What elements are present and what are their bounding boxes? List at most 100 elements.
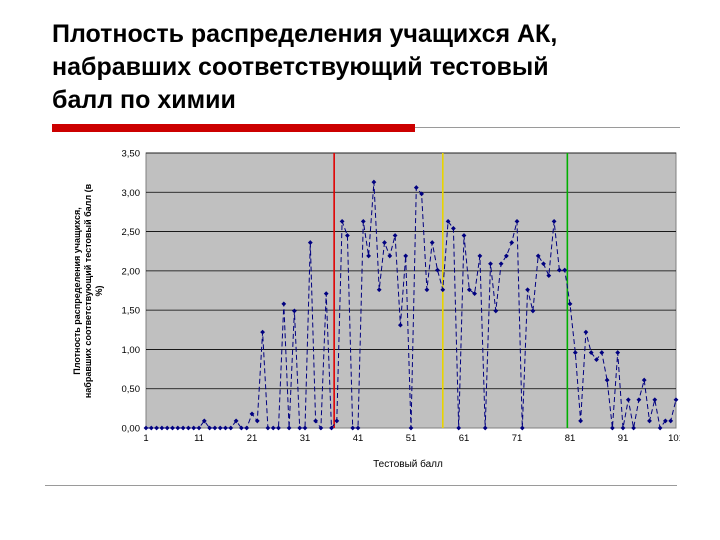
data-point	[180, 425, 186, 431]
data-point	[514, 218, 520, 224]
data-point	[668, 418, 674, 424]
data-point	[143, 425, 149, 431]
data-point	[652, 397, 658, 403]
data-point	[488, 261, 493, 267]
data-point	[578, 418, 583, 424]
data-point	[191, 425, 197, 431]
data-point	[318, 425, 324, 431]
data-point	[403, 253, 409, 259]
x-axis-ticks: 1112131415161718191101	[143, 433, 680, 444]
data-point	[673, 397, 679, 403]
data-point	[170, 425, 175, 431]
data-point	[641, 377, 647, 383]
data-point	[413, 185, 419, 190]
density-chart: 0,000,501,001,502,002,503,003,50 1 11 21 31…	[60, 136, 680, 476]
data-point	[456, 425, 462, 431]
x-tick-label: 81	[565, 433, 576, 444]
data-point	[562, 267, 568, 273]
data-point	[281, 301, 287, 307]
data-point	[604, 377, 610, 383]
data-point	[525, 287, 530, 293]
y-tick-label: 2,50	[122, 227, 141, 238]
x-tick-label: 71	[512, 433, 523, 444]
x-axis-title: Тестовый балл	[373, 458, 443, 470]
x-tick-label: 11	[194, 433, 204, 444]
data-point	[461, 233, 467, 238]
data-point	[276, 425, 281, 431]
data-point	[392, 233, 398, 238]
data-point	[323, 291, 329, 297]
y-tick-label: 2,00	[122, 266, 141, 277]
data-point	[498, 261, 504, 267]
data-point	[551, 218, 557, 224]
data-point	[472, 291, 477, 297]
data-point	[398, 322, 403, 328]
data-point	[647, 418, 652, 424]
data-point	[260, 329, 265, 335]
data-point	[159, 425, 165, 431]
data-point	[429, 240, 435, 245]
data-point	[387, 253, 393, 259]
data-point	[625, 397, 631, 403]
data-point	[228, 425, 234, 431]
data-point	[217, 425, 223, 431]
data-point	[424, 287, 430, 293]
data-point	[345, 233, 350, 238]
data-point	[535, 253, 541, 259]
y-axis-title: Плотность распределения учащихся, набрав…	[72, 183, 104, 398]
x-tick-label: 91	[618, 433, 629, 444]
x-tick-label: 61	[459, 433, 470, 444]
data-point	[530, 308, 536, 314]
title-underline-accent	[52, 124, 415, 132]
data-point	[466, 287, 472, 293]
y-tick-label: 0,00	[122, 424, 141, 435]
grid-lines	[146, 152, 676, 390]
data-point	[265, 425, 271, 431]
x-tick-label: 21	[247, 433, 258, 444]
data-point	[355, 425, 361, 431]
y-tick-label: 3,00	[122, 188, 141, 199]
data-point	[546, 273, 552, 278]
data-point	[175, 425, 181, 431]
x-tick-label: 1	[143, 433, 148, 444]
data-point	[239, 425, 244, 431]
data-point	[493, 308, 499, 314]
data-point	[254, 418, 260, 424]
data-point	[657, 425, 663, 431]
data-point	[567, 301, 573, 307]
series-density	[143, 179, 679, 431]
data-point	[371, 179, 377, 185]
data-point	[382, 240, 387, 245]
data-point	[620, 425, 626, 431]
data-point	[610, 425, 615, 431]
data-point	[366, 253, 371, 259]
data-point	[249, 411, 255, 417]
data-point	[408, 425, 414, 431]
y-tick-label: 1,50	[122, 306, 141, 317]
data-point	[360, 218, 366, 224]
data-point	[557, 267, 562, 273]
title-underline	[52, 124, 680, 132]
data-point	[148, 425, 154, 431]
data-point	[297, 425, 303, 431]
data-point	[196, 425, 202, 431]
data-point	[270, 425, 276, 431]
footer-rule	[45, 485, 677, 486]
y-tick-label: 1,00	[122, 345, 141, 356]
data-point	[201, 418, 207, 424]
data-point	[477, 253, 483, 259]
data-point	[504, 253, 509, 259]
x-tick-label: 31	[300, 433, 311, 444]
data-point	[339, 218, 345, 224]
data-point	[588, 350, 594, 355]
data-point	[207, 425, 212, 431]
data-point	[233, 418, 239, 424]
data-point	[154, 425, 159, 431]
data-point	[541, 261, 546, 267]
data-point	[286, 425, 292, 431]
data-point	[376, 287, 382, 293]
data-point	[350, 425, 356, 431]
data-point	[302, 425, 308, 431]
data-point	[445, 218, 451, 224]
data-point	[244, 425, 250, 431]
